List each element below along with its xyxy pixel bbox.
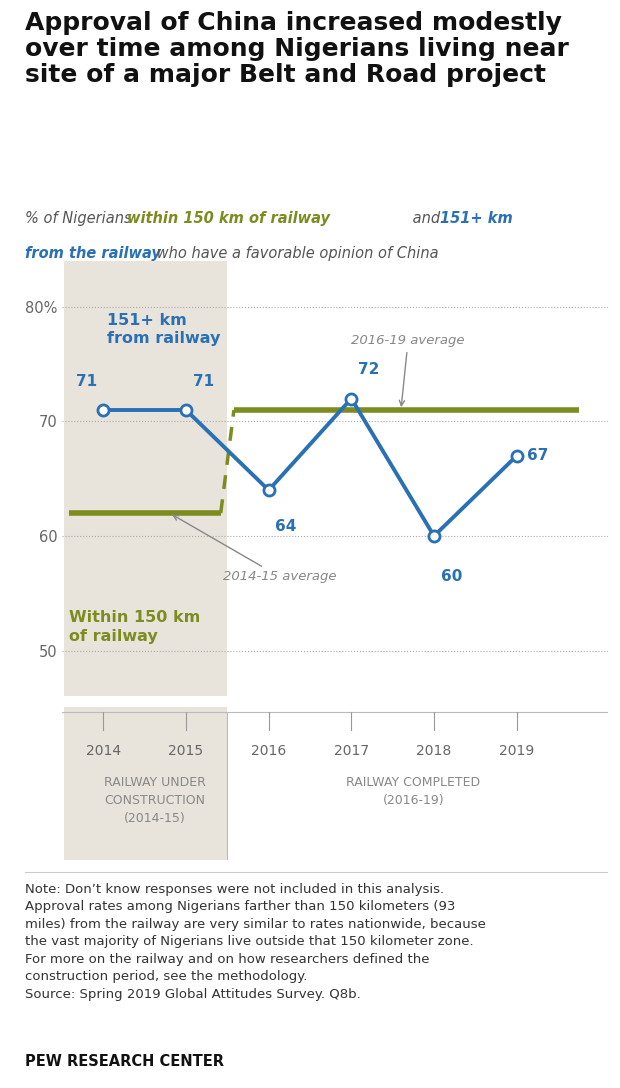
Text: RAILWAY COMPLETED
(2016-19): RAILWAY COMPLETED (2016-19) [347, 776, 480, 806]
Text: 151+ km
from railway: 151+ km from railway [107, 312, 221, 346]
Text: who have a favorable opinion of China: who have a favorable opinion of China [152, 246, 438, 261]
Text: Note: Don’t know responses were not included in this analysis.
Approval rates am: Note: Don’t know responses were not incl… [25, 882, 485, 1001]
Text: within 150 km of railway: within 150 km of railway [127, 211, 330, 226]
Text: 2014-15 average: 2014-15 average [173, 516, 337, 583]
Text: Approval of China increased modestly
over time among Nigerians living near
site : Approval of China increased modestly ove… [25, 11, 569, 87]
Text: RAILWAY UNDER
CONSTRUCTION
(2014-15): RAILWAY UNDER CONSTRUCTION (2014-15) [104, 776, 205, 825]
Text: 2015: 2015 [169, 744, 203, 757]
Text: 2014: 2014 [86, 744, 121, 757]
Text: 2017: 2017 [334, 744, 369, 757]
Text: Within 150 km
of railway: Within 150 km of railway [69, 610, 200, 644]
Text: and: and [409, 211, 445, 226]
Text: 2018: 2018 [417, 744, 451, 757]
Bar [64, 261, 228, 696]
Text: 64: 64 [275, 519, 296, 534]
Text: 2019: 2019 [499, 744, 534, 757]
Text: 2016-19 average: 2016-19 average [352, 334, 465, 406]
Text: PEW RESEARCH CENTER: PEW RESEARCH CENTER [25, 1054, 224, 1068]
Text: 71: 71 [193, 374, 214, 388]
Text: 71: 71 [76, 374, 97, 388]
Text: 60: 60 [441, 569, 462, 583]
Bar [64, 707, 228, 860]
Text: 2016: 2016 [251, 744, 286, 757]
Text: from the railway: from the railway [25, 246, 161, 261]
Text: 72: 72 [358, 362, 379, 378]
Text: 67: 67 [526, 448, 548, 463]
Text: 151+ km: 151+ km [440, 211, 513, 226]
Text: % of Nigerians: % of Nigerians [25, 211, 136, 226]
